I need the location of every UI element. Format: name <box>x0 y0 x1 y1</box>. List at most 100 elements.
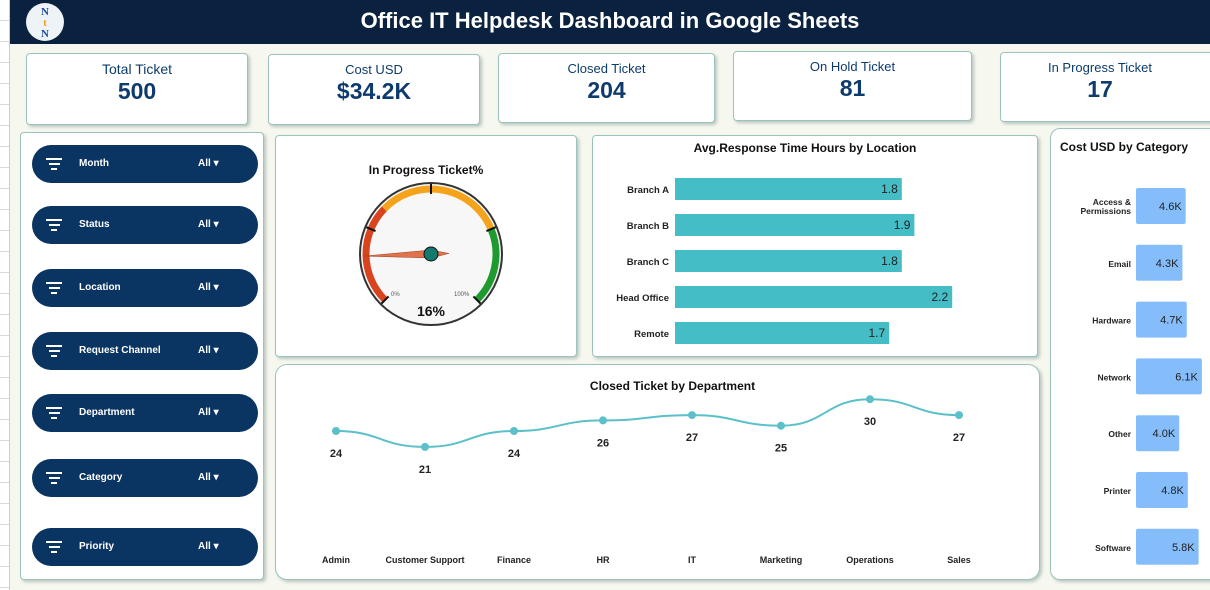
bar-value-label: 4.3K <box>1156 258 1179 270</box>
data-point <box>599 416 607 425</box>
bar <box>1136 301 1187 338</box>
bar <box>1136 472 1188 508</box>
data-point <box>866 395 874 404</box>
filter-status[interactable]: Status All ▾ <box>32 206 258 244</box>
bar-category-label: Branch A <box>627 185 669 196</box>
bar-category-label: Head Office <box>616 293 669 304</box>
kpi-on-hold-ticket: On Hold Ticket 81 <box>733 51 972 121</box>
data-point <box>510 427 518 435</box>
bar <box>675 286 953 308</box>
chevron-down-icon: ▾ <box>213 541 219 552</box>
filter-label: Month <box>79 158 109 169</box>
kpi-label: In Progress Ticket <box>1047 60 1153 75</box>
filter-icon <box>46 219 62 234</box>
bar-category-label: Printer <box>1104 486 1132 496</box>
bar <box>675 214 915 236</box>
data-point <box>421 442 429 451</box>
chevron-down-icon: ▾ <box>213 407 219 418</box>
filter-value-text: All <box>198 541 211 552</box>
gauge-tick <box>486 226 497 232</box>
filter-label: Category <box>79 472 123 483</box>
kpi-value: 81 <box>839 75 866 101</box>
bar-category-label: Email <box>1108 259 1131 269</box>
data-label: 21 <box>419 464 431 476</box>
filter-priority[interactable]: Priority All ▾ <box>32 528 258 566</box>
filter-icon <box>46 472 62 487</box>
filter-value[interactable]: All ▾ <box>198 282 219 293</box>
kpi-cost-usd: Cost USD $34.2K <box>268 54 480 125</box>
gauge-tick <box>380 295 390 305</box>
chevron-down-icon: ▾ <box>213 158 219 169</box>
gauge-max-label: 100% <box>454 292 470 298</box>
gauge-band <box>474 227 500 303</box>
filter-request-channel[interactable]: Request Channel All ▾ <box>32 332 258 370</box>
filter-value-text: All <box>198 282 211 293</box>
bar <box>1136 188 1186 224</box>
gauge-card: In Progress Ticket% 0% 100% 16% <box>275 135 577 357</box>
x-tick-label: Marketing <box>760 555 803 565</box>
x-tick-label: Operations <box>846 555 894 565</box>
filter-value[interactable]: All ▾ <box>198 407 219 418</box>
kpi-label: Closed Ticket <box>567 61 646 76</box>
page-title: Office IT Helpdesk Dashboard in Google S… <box>360 8 860 33</box>
filter-label: Status <box>79 219 110 230</box>
gauge-chart: 0% 100% 16% <box>359 182 503 326</box>
filter-label: Priority <box>79 541 115 552</box>
x-tick-label: HR <box>597 555 610 565</box>
closed-by-department-title: Closed Ticket by Department <box>589 379 756 393</box>
bar <box>1136 244 1183 281</box>
chevron-down-icon: ▾ <box>213 219 219 230</box>
chevron-down-icon: ▾ <box>213 282 219 293</box>
filter-icon <box>46 282 62 297</box>
bar-value-label: 4.8K <box>1161 485 1184 497</box>
data-label: 24 <box>508 448 521 460</box>
bar-value-label: 2.2 <box>932 290 949 304</box>
bar-category-label: Remote <box>634 329 669 340</box>
gauge-hub <box>423 246 439 262</box>
data-label: 30 <box>864 416 876 428</box>
bar-value-label: 6.1K <box>1175 371 1198 383</box>
response-time-chart: Branch A 1.8 Branch B 1.9 Branch C 1.8 Head Of… <box>616 178 953 344</box>
response-time-title: Avg.Response Time Hours by Location <box>693 141 917 155</box>
filter-value-text: All <box>198 345 211 356</box>
bar-category-label: Software <box>1095 543 1131 553</box>
response-time-card: Avg.Response Time Hours by Location Bran… <box>592 135 1038 357</box>
filter-value[interactable]: All ▾ <box>198 158 219 169</box>
cost-by-category-title: Cost USD by Category <box>1059 140 1189 154</box>
gauge-tick <box>472 295 482 305</box>
gauge-min-label: 0% <box>391 292 400 298</box>
filter-category[interactable]: Category All ▾ <box>32 459 258 497</box>
filter-value[interactable]: All ▾ <box>198 472 219 483</box>
kpi-closed-ticket: Closed Ticket 204 <box>498 53 715 123</box>
filter-location[interactable]: Location All ▾ <box>32 269 258 307</box>
filter-icon <box>46 158 62 173</box>
filter-value-text: All <box>198 472 211 483</box>
data-point <box>955 411 963 420</box>
bar <box>675 178 902 200</box>
x-tick-label: Customer Support <box>385 555 464 565</box>
bar-category-label: Branch C <box>627 257 669 268</box>
filter-value[interactable]: All ▾ <box>198 345 219 356</box>
bar-value-label: 1.8 <box>881 182 898 196</box>
filter-label: Request Channel <box>79 345 161 356</box>
chevron-down-icon: ▾ <box>213 472 219 483</box>
x-tick-label: IT <box>688 555 697 565</box>
filter-value[interactable]: All ▾ <box>198 541 219 552</box>
bar-category-label: Hardware <box>1092 316 1131 326</box>
data-label: 26 <box>597 437 609 449</box>
kpi-value: 500 <box>117 78 157 104</box>
closed-by-department-card: Closed Ticket by Department 24 Admin 21 Cus… <box>275 364 1040 580</box>
filter-value[interactable]: All ▾ <box>198 219 219 230</box>
gauge-value-label: 16% <box>417 303 446 319</box>
gauge-title: In Progress Ticket% <box>368 163 484 177</box>
kpi-total-ticket: Total Ticket 500 <box>26 53 248 125</box>
chevron-down-icon: ▾ <box>213 345 219 356</box>
x-tick-label: Admin <box>322 555 350 565</box>
gauge-band <box>381 185 495 231</box>
filter-department[interactable]: Department All ▾ <box>32 394 258 432</box>
kpi-in-progress-ticket: In Progress Ticket 17 <box>1000 52 1210 122</box>
filter-month[interactable]: Month All ▾ <box>32 145 258 183</box>
kpi-value: 17 <box>1087 76 1113 102</box>
data-point <box>688 411 696 420</box>
